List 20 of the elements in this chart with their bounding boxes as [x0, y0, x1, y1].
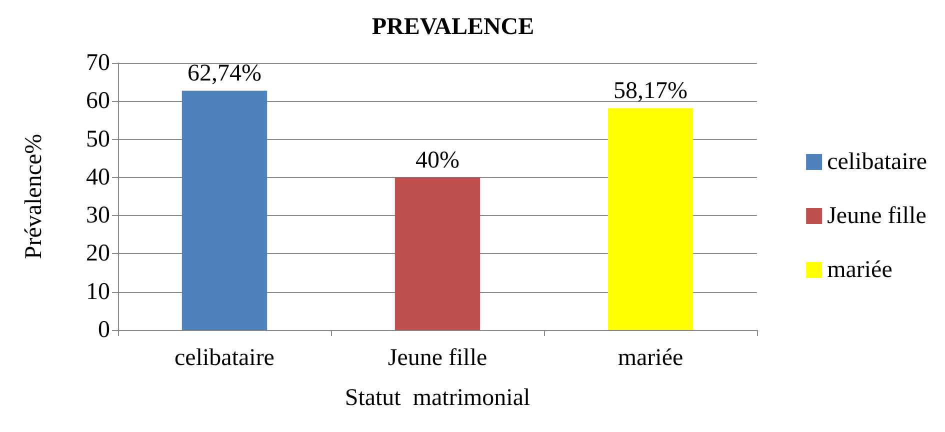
y-tick-label: 20: [86, 240, 110, 267]
legend-label: Jeune fille: [827, 203, 926, 229]
y-tick-label: 10: [86, 278, 110, 305]
y-tick-label: 0: [98, 317, 110, 343]
x-axis-title: Statut matrimonial: [344, 385, 530, 411]
y-tick-label: 50: [86, 126, 110, 152]
data-label: 58,17%: [614, 78, 688, 104]
x-tick-label: celibataire: [174, 345, 274, 371]
y-tick-label: 30: [86, 202, 110, 229]
data-label: 40%: [416, 147, 460, 174]
y-tick-label: 70: [86, 50, 110, 76]
y-tick-label: 60: [86, 88, 110, 114]
y-axis-title: Prévalence%: [21, 134, 47, 260]
chart-title: PREVALENCE: [372, 14, 534, 40]
x-tick-label: mariée: [618, 345, 684, 371]
x-tick-label: Jeune fille: [388, 345, 488, 371]
y-tick-label: 40: [86, 164, 110, 190]
legend-label: celibataire: [827, 149, 928, 175]
legend-label: mariée: [827, 257, 892, 283]
data-label: 62,74%: [188, 60, 262, 87]
